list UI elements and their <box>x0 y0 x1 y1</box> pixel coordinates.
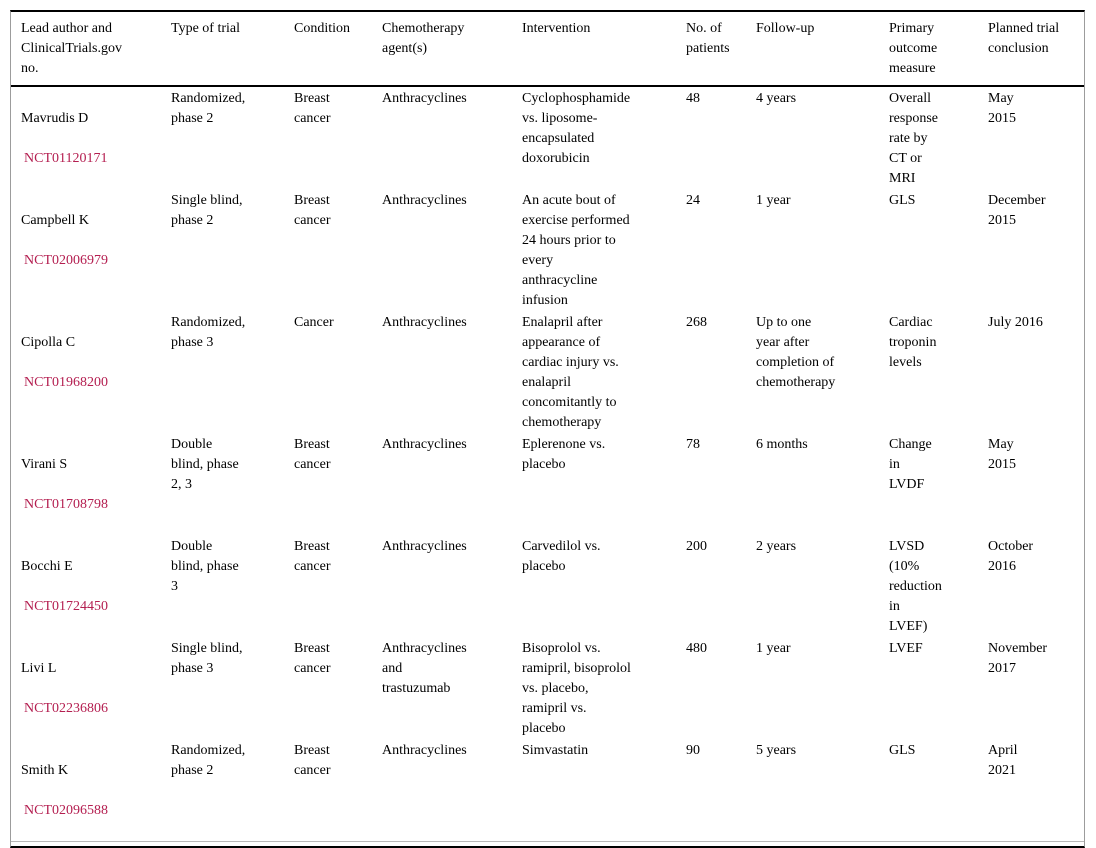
lead-author-name: Cipolla C <box>21 335 76 350</box>
cell-no-of-patients: 480 <box>686 641 707 656</box>
cell-no-of-patients: 24 <box>686 193 700 208</box>
cell-type-of-trial: Double blind, phase 2, 3 <box>171 437 239 492</box>
cell-chemotherapy-agents: Anthracyclines <box>382 193 467 208</box>
cell-planned-trial-conclusion: December 2015 <box>988 193 1046 228</box>
cell-intervention: Enalapril after appearance of cardiac in… <box>522 315 619 430</box>
cell-condition: Breast cancer <box>294 743 331 778</box>
cell-condition: Breast cancer <box>294 539 331 574</box>
cell-primary-outcome-measure: Overall response rate by CT or MRI <box>889 91 938 186</box>
lead-author-name: Virani S <box>21 457 68 472</box>
cell-lead-author: Smith K NCT02096588 <box>11 739 171 842</box>
cell-planned-trial-conclusion: November 2017 <box>988 641 1048 676</box>
cell-primary-outcome-measure: Cardiac troponin levels <box>889 315 937 370</box>
cell-intervention: Bisoprolol vs. ramipril, bisoprolol vs. … <box>522 641 631 736</box>
cell-planned-trial-conclusion: October 2016 <box>988 539 1034 574</box>
cell-type-of-trial: Double blind, phase 3 <box>171 539 239 594</box>
cell-lead-author: Cipolla C NCT01968200 <box>11 311 171 433</box>
cell-follow-up: Up to one year after completion of chemo… <box>756 315 836 390</box>
cell-condition: Breast cancer <box>294 641 331 676</box>
clinical-trials-table: Lead author and ClinicalTrials.gov no. T… <box>11 12 1084 842</box>
cell-planned-trial-conclusion: May 2015 <box>988 437 1016 472</box>
cell-chemotherapy-agents: Anthracyclines and trastuzumab <box>382 641 467 696</box>
cell-primary-outcome-measure: LVEF <box>889 641 923 656</box>
cell-follow-up: 2 years <box>756 539 797 554</box>
nct-link[interactable]: NCT01708798 <box>24 497 108 512</box>
cell-no-of-patients: 268 <box>686 315 707 330</box>
lead-author-name: Mavrudis D <box>21 111 89 126</box>
cell-no-of-patients: 48 <box>686 91 700 106</box>
table-row: Livi L NCT02236806 Single blind, phase 3… <box>11 637 1084 739</box>
cell-chemotherapy-agents: Anthracyclines <box>382 91 467 106</box>
table-header: Lead author and ClinicalTrials.gov no. T… <box>11 12 1084 87</box>
cell-primary-outcome-measure: LVSD (10% reduction in LVEF) <box>889 539 942 634</box>
header-row: Lead author and ClinicalTrials.gov no. T… <box>11 12 1084 87</box>
cell-type-of-trial: Randomized, phase 2 <box>171 743 246 778</box>
cell-intervention: Simvastatin <box>522 743 589 758</box>
cell-lead-author: Mavrudis D NCT01120171 <box>11 86 171 189</box>
column-header-intervention: Intervention <box>522 12 686 87</box>
column-header-planned-trial-conclusion: Planned trial conclusion <box>988 12 1084 87</box>
column-header-type-of-trial: Type of trial <box>171 12 294 87</box>
cell-primary-outcome-measure: GLS <box>889 743 916 758</box>
cell-planned-trial-conclusion: April 2021 <box>988 743 1018 778</box>
column-header-no-of-patients: No. of patients <box>686 12 756 87</box>
cell-lead-author: Bocchi E NCT01724450 <box>11 535 171 637</box>
cell-condition: Cancer <box>294 315 334 330</box>
cell-type-of-trial: Randomized, phase 2 <box>171 91 246 126</box>
table-row: Cipolla C NCT01968200 Randomized, phase … <box>11 311 1084 433</box>
column-header-chemotherapy-agents: Chemotherapy agent(s) <box>382 12 522 87</box>
table-row: Bocchi E NCT01724450 Double blind, phase… <box>11 535 1084 637</box>
column-header-primary-outcome-measure: Primary outcome measure <box>889 12 988 87</box>
cell-condition: Breast cancer <box>294 437 331 472</box>
cell-type-of-trial: Single blind, phase 3 <box>171 641 243 676</box>
column-header-follow-up: Follow-up <box>756 12 889 87</box>
cell-type-of-trial: Single blind, phase 2 <box>171 193 243 228</box>
cell-chemotherapy-agents: Anthracyclines <box>382 315 467 330</box>
nct-link[interactable]: NCT01724450 <box>24 599 108 614</box>
cell-chemotherapy-agents: Anthracyclines <box>382 539 467 554</box>
cell-intervention: An acute bout of exercise performed 24 h… <box>522 193 630 308</box>
nct-link[interactable]: NCT01968200 <box>24 375 108 390</box>
cell-no-of-patients: 200 <box>686 539 707 554</box>
column-header-lead-author: Lead author and ClinicalTrials.gov no. <box>11 12 171 87</box>
cell-chemotherapy-agents: Anthracyclines <box>382 437 467 452</box>
cell-follow-up: 1 year <box>756 641 791 656</box>
cell-follow-up: 4 years <box>756 91 797 106</box>
lead-author-name: Smith K <box>21 763 69 778</box>
column-header-condition: Condition <box>294 12 382 87</box>
cell-primary-outcome-measure: GLS <box>889 193 916 208</box>
cell-intervention: Cyclophosphamide vs. liposome- encapsula… <box>522 91 631 166</box>
cell-condition: Breast cancer <box>294 91 331 126</box>
lead-author-name: Campbell K <box>21 213 90 228</box>
table-row: Smith K NCT02096588 Randomized, phase 2 … <box>11 739 1084 842</box>
cell-primary-outcome-measure: Change in LVDF <box>889 437 932 492</box>
cell-follow-up: 1 year <box>756 193 791 208</box>
lead-author-name: Bocchi E <box>21 559 73 574</box>
nct-link[interactable]: NCT02096588 <box>24 803 108 818</box>
cell-condition: Breast cancer <box>294 193 331 228</box>
nct-link[interactable]: NCT02006979 <box>24 253 108 268</box>
cell-planned-trial-conclusion: July 2016 <box>988 315 1043 330</box>
cell-lead-author: Livi L NCT02236806 <box>11 637 171 739</box>
table-row: Campbell K NCT02006979 Single blind, pha… <box>11 189 1084 311</box>
cell-no-of-patients: 78 <box>686 437 700 452</box>
cell-follow-up: 6 months <box>756 437 808 452</box>
cell-intervention: Carvedilol vs. placebo <box>522 539 601 574</box>
nct-link[interactable]: NCT02236806 <box>24 701 108 716</box>
table-body: Mavrudis D NCT01120171 Randomized, phase… <box>11 86 1084 842</box>
cell-no-of-patients: 90 <box>686 743 700 758</box>
cell-planned-trial-conclusion: May 2015 <box>988 91 1016 126</box>
nct-link[interactable]: NCT01120171 <box>24 151 108 166</box>
table-row: Virani S NCT01708798 Double blind, phase… <box>11 433 1084 535</box>
cell-follow-up: 5 years <box>756 743 797 758</box>
cell-intervention: Eplerenone vs. placebo <box>522 437 606 472</box>
table-row: Mavrudis D NCT01120171 Randomized, phase… <box>11 86 1084 189</box>
cell-chemotherapy-agents: Anthracyclines <box>382 743 467 758</box>
lead-author-name: Livi L <box>21 661 57 676</box>
cell-type-of-trial: Randomized, phase 3 <box>171 315 246 350</box>
cell-lead-author: Campbell K NCT02006979 <box>11 189 171 311</box>
cell-lead-author: Virani S NCT01708798 <box>11 433 171 535</box>
clinical-trials-table-container: Lead author and ClinicalTrials.gov no. T… <box>10 10 1085 848</box>
